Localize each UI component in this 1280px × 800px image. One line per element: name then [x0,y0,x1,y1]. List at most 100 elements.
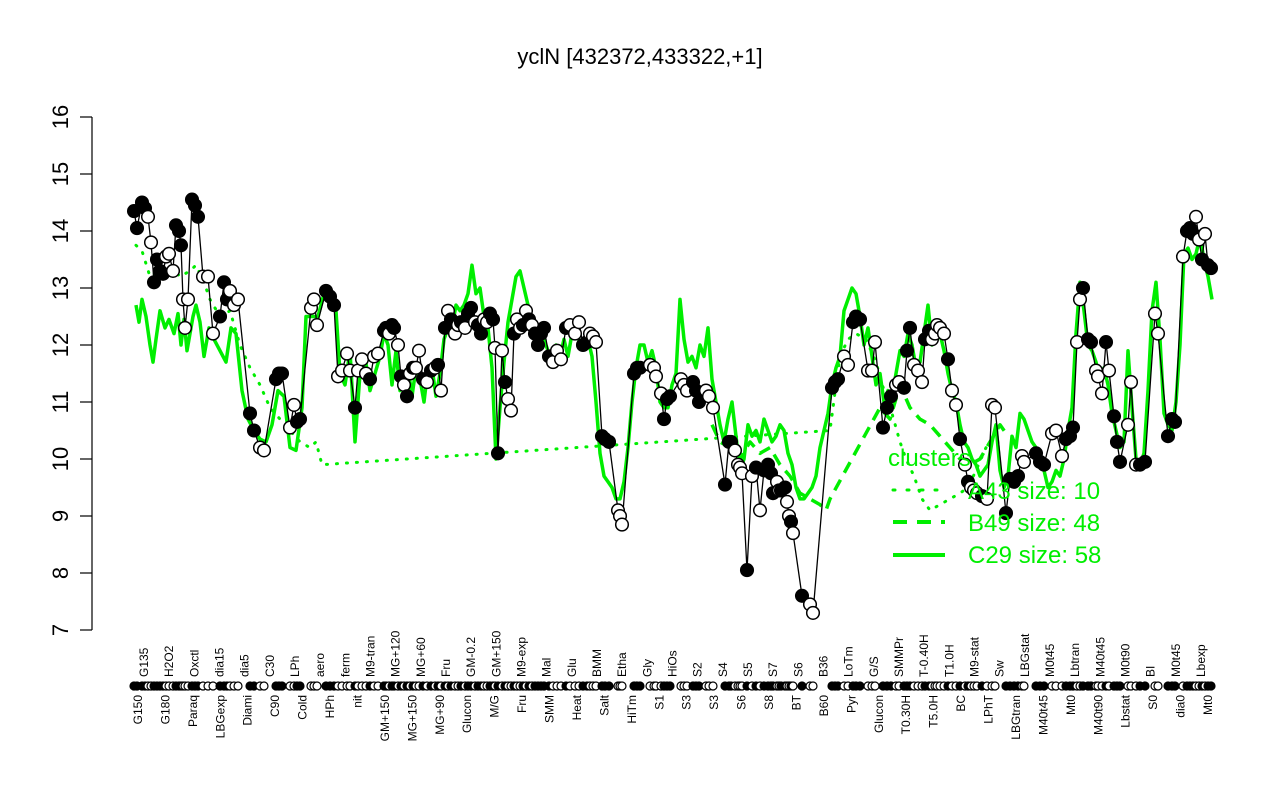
rug-point [604,681,614,691]
data-point [1090,369,1106,384]
data-point [177,320,193,335]
data-point [998,506,1014,521]
rug-point [277,681,287,691]
data-point [497,375,513,390]
cluster-line-solid [134,234,1214,501]
rug-point [1153,681,1163,691]
x-tick-label: HiTm [625,695,639,724]
rug-point [1206,681,1216,691]
data-point [500,392,516,407]
data-point [1188,209,1204,224]
x-tick-label: Fru [439,659,453,677]
data-point [840,357,856,372]
x-tick-label: S5 [741,662,755,677]
x-tick-label: B60 [817,695,831,717]
data-point [536,320,552,335]
data-point [180,292,196,307]
x-tick-label: Heat [570,694,584,720]
x-tick-label: dia5 [238,654,252,677]
rug-point [1140,681,1150,691]
data-point [805,605,821,620]
data-point [1098,335,1114,350]
data-point [739,563,755,578]
data-point [165,263,181,278]
x-tick-label: B36 [817,655,831,677]
y-tick-label: 12 [48,333,73,357]
x-tick-label: BC [954,695,968,712]
x-tick-label: Mt0 [1201,695,1215,715]
x-tick-label: T-0.40H [917,634,931,677]
data-point [902,320,918,335]
x-tick-label: Cold [296,695,310,720]
data-point [867,335,883,350]
x-tick-label: MG+150 [405,695,419,742]
data-point [948,397,964,412]
rug-point [788,681,798,691]
data-point [864,363,880,378]
y-tick-label: 16 [48,105,73,129]
data-point [1106,409,1122,424]
x-tick-label: Lbtran [1068,643,1082,677]
data-point [212,309,228,324]
data-point [779,494,795,509]
x-tick-label: Salt [597,694,611,715]
data-point [205,326,221,341]
data-point [292,412,308,427]
x-tick-label: nit [351,694,365,707]
x-tick-label: Lbexp [1194,644,1208,677]
data-point [1137,454,1153,469]
x-tick-label: G150 [131,695,145,725]
data-point [1150,326,1166,341]
x-tick-label: Paraq [186,695,200,727]
rug-point [1039,681,1049,691]
rug-point [1019,681,1029,691]
x-tick-label: S3 [680,695,694,710]
data-point [143,235,159,250]
data-point [662,389,678,404]
y-tick-label: 8 [48,567,73,579]
rug-point [233,681,243,691]
data-point [419,375,435,390]
data-point [705,400,721,415]
data-point [490,446,506,461]
data-point [494,343,510,358]
data-point [246,423,262,438]
legend: clusters A43 size: 10 B49 size: 48 C29 s… [888,445,1101,569]
y-tick-label: 13 [48,276,73,300]
rug-point [617,681,627,691]
y-tick-label: 9 [48,510,73,522]
x-tick-label: BT [790,694,804,710]
x-tick-label: LBGtran [1009,695,1023,740]
rug-point [665,681,675,691]
x-tick-label: M0t90 [1119,643,1133,677]
data-point [852,312,868,327]
x-tick-label: dia0 [1174,695,1188,718]
rug-point [1170,681,1180,691]
x-tick-label: MG+120 [389,630,403,677]
data-point [430,357,446,372]
x-tick-label: M0t45 [1043,643,1057,677]
y-tick-label: 15 [48,162,73,186]
data-point [1109,434,1125,449]
x-tick-label: LoTm [842,646,856,677]
y-tick-label: 14 [48,219,73,243]
x-tick-label: BMM [590,649,604,677]
data-point [242,406,258,421]
rug-point [295,681,305,691]
data-point [222,283,238,298]
data-point [347,400,363,415]
data-point [190,209,206,224]
data-point [1175,249,1191,264]
rug-point [635,681,645,691]
x-tick-label: Glucon [872,695,886,733]
data-point [957,457,973,472]
x-tick-label: Fru [515,695,529,713]
rug-point [708,681,718,691]
data-point [326,298,342,313]
data-point [899,343,915,358]
data-point [309,318,325,333]
data-point [1112,454,1128,469]
data-point [473,326,489,341]
data-point [1167,414,1183,429]
